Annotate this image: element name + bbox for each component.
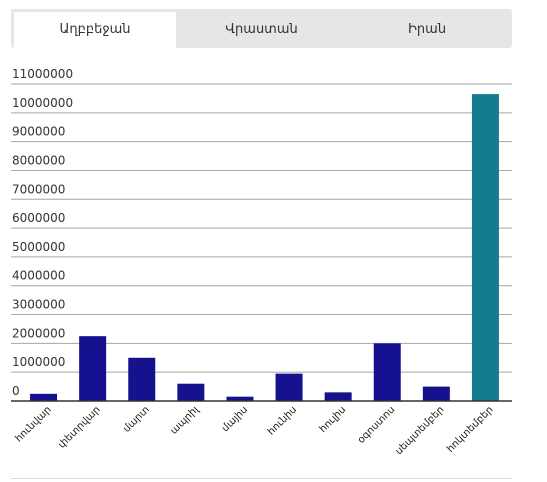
x-tick-label: հոկտեմբեր [445, 404, 496, 455]
x-tick-label: սեպտեմբեր [394, 404, 447, 457]
y-tick-label: 5000000 [12, 240, 65, 254]
bar-5 [275, 373, 303, 401]
tab-iran[interactable]: Իրան [407, 22, 447, 37]
y-tick-label: 1000000 [12, 355, 65, 369]
x-tick-label: փետրվար [56, 404, 102, 450]
x-tick-label: ապրիլ [169, 403, 202, 436]
bar-8 [422, 386, 450, 401]
bottom-divider [11, 478, 512, 479]
y-tick-label: 2000000 [12, 326, 65, 340]
y-tick-label: 10000000 [12, 96, 73, 110]
x-tick-label: հունվար [14, 404, 54, 444]
bar-4 [226, 396, 254, 401]
x-tick-label: հուլիս [318, 404, 349, 435]
bar-0 [30, 393, 58, 401]
tab-bar: Աղբբեջան Վրաստան Իրան [11, 9, 512, 48]
bar-3 [177, 383, 205, 401]
bar-6 [324, 392, 352, 401]
bar-9 [471, 94, 499, 401]
y-tick-label: 9000000 [12, 125, 65, 139]
tab-azerbaijan[interactable]: Աղբբեջան [14, 12, 176, 48]
y-tick-label: 8000000 [12, 153, 65, 167]
y-tick-label: 11000000 [12, 67, 73, 81]
x-tick-label: մարտ [121, 404, 152, 435]
x-tick-label: մայիս [220, 404, 250, 434]
y-tick-label: 0 [12, 384, 20, 398]
bar-1 [79, 336, 107, 401]
y-tick-label: 3000000 [12, 298, 65, 312]
bar-2 [128, 357, 156, 401]
x-tick-label: հունիս [266, 404, 299, 437]
y-tick-label: 7000000 [12, 182, 65, 196]
y-tick-label: 4000000 [12, 269, 65, 283]
tab-georgia[interactable]: Վրաստան [225, 22, 298, 37]
x-tick-label: օգոստոս [356, 404, 398, 446]
bar-7 [373, 343, 401, 401]
y-tick-label: 6000000 [12, 211, 65, 225]
